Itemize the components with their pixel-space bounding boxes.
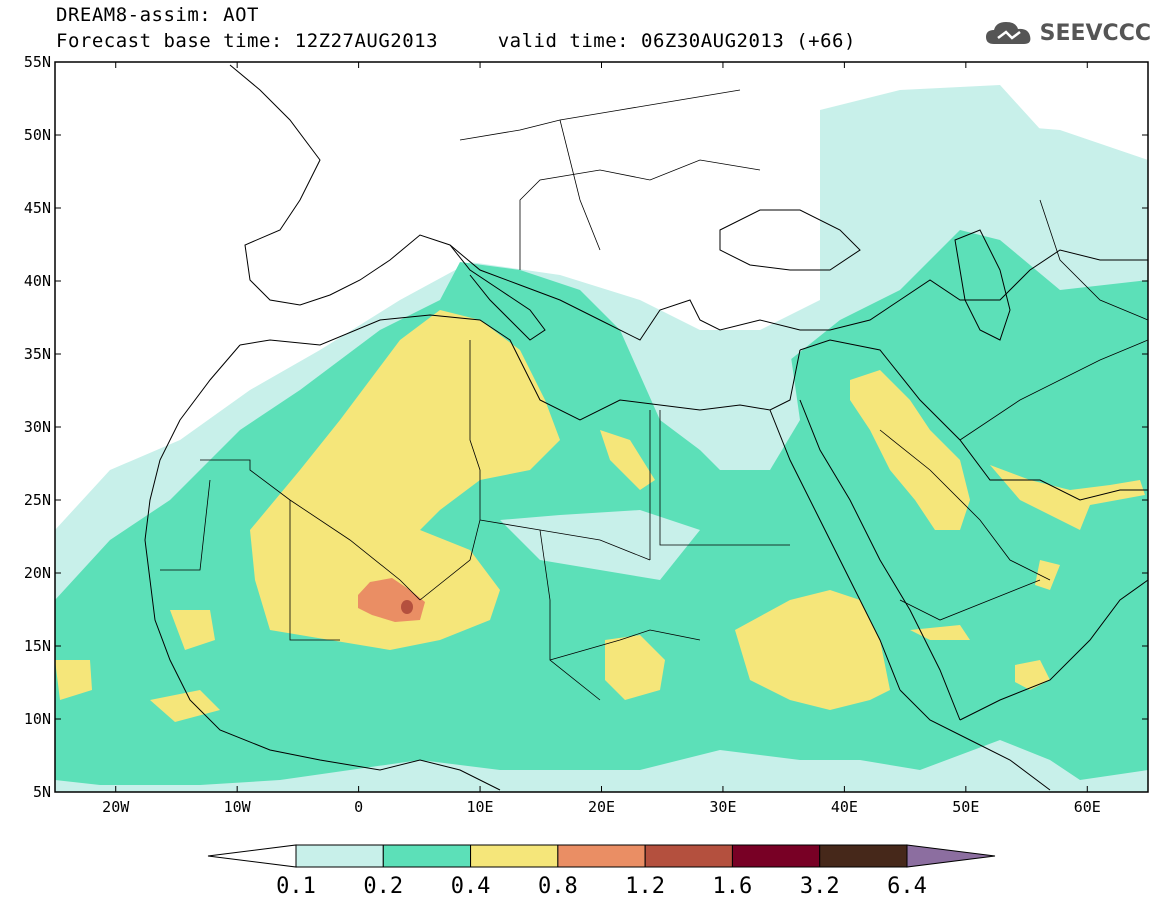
colorbar-box bbox=[382, 844, 472, 868]
aot-band-0.4-sardinia bbox=[408, 332, 440, 355]
longitude-axis: 20W 10W 0 10E 20E 30E 40E 50E 60E bbox=[102, 62, 1101, 816]
aot-band-0.4-sahara bbox=[250, 310, 560, 650]
colorbar: 0.1 0.2 0.4 0.8 1.2 1.6 3.2 6.4 bbox=[207, 844, 996, 899]
lon-tick-label: 0 bbox=[354, 798, 363, 816]
lon-tick-label: 10E bbox=[467, 798, 494, 816]
colorbar-high-arrow bbox=[906, 844, 996, 868]
aot-band-1.2-core bbox=[401, 600, 413, 614]
colorbar-box bbox=[557, 844, 646, 868]
latitude-axis: 55N 50N 45N 40N 35N 30N 25N 20N 15N 10N 5N bbox=[24, 53, 1148, 801]
colorbar-label: 0.1 bbox=[276, 874, 316, 899]
lon-tick-label: 10W bbox=[224, 798, 252, 816]
colorbar-box bbox=[644, 844, 733, 868]
colorbar-label: 6.4 bbox=[887, 874, 927, 899]
lat-tick-label: 35N bbox=[24, 345, 51, 363]
aot-band-0.4-arabia bbox=[850, 370, 970, 530]
colorbar-low-arrow bbox=[207, 844, 297, 868]
country-borders bbox=[160, 89, 1148, 701]
lat-tick-label: 15N bbox=[24, 637, 51, 655]
title-line-1: DREAM8-assim: AOT bbox=[56, 4, 259, 26]
colorbar-label: 3.2 bbox=[800, 874, 840, 899]
colorbar-box bbox=[295, 844, 384, 868]
lon-tick-label: 40E bbox=[831, 798, 858, 816]
lat-tick-label: 50N bbox=[24, 126, 51, 144]
aot-band-0.4-guinea bbox=[150, 690, 220, 722]
title-line-2: Forecast base time: 12Z27AUG2013 valid t… bbox=[56, 30, 856, 52]
colorbar-label: 0.2 bbox=[363, 874, 403, 899]
lat-tick-label: 55N bbox=[24, 53, 51, 71]
aot-band-0.4-gulf bbox=[990, 465, 1145, 530]
lat-tick-label: 10N bbox=[24, 710, 51, 728]
coastlines bbox=[144, 64, 1148, 791]
lon-tick-label: 30E bbox=[709, 798, 736, 816]
lat-tick-label: 45N bbox=[24, 199, 51, 217]
lon-tick-label: 60E bbox=[1074, 798, 1101, 816]
aot-band-0.4-west-coast bbox=[55, 660, 92, 700]
logo-text: SEEVCCC bbox=[1039, 20, 1151, 46]
aot-band-0.1-east-patch bbox=[820, 110, 1148, 250]
cloud-icon bbox=[985, 22, 1031, 44]
colorbar-box bbox=[731, 844, 821, 868]
lon-tick-label: 50E bbox=[952, 798, 979, 816]
lat-tick-label: 25N bbox=[24, 491, 51, 509]
lat-tick-label: 5N bbox=[33, 783, 51, 801]
aot-band-0.4-chad bbox=[605, 635, 665, 700]
colorbar-box bbox=[470, 844, 559, 868]
colorbar-label: 1.6 bbox=[713, 874, 753, 899]
aot-band-0.4-iran bbox=[1035, 560, 1060, 590]
aot-band-0.4-senegal bbox=[170, 610, 215, 650]
aot-shading bbox=[55, 85, 1148, 792]
aot-band-0.4-sudan bbox=[735, 590, 890, 710]
colorbar-label: 0.8 bbox=[538, 874, 578, 899]
colorbar-box bbox=[819, 844, 908, 868]
colorbar-label: 1.2 bbox=[625, 874, 665, 899]
aot-band-0.4-yemen bbox=[910, 625, 970, 640]
aot-band-0.2 bbox=[55, 230, 1148, 785]
aot-band-0.4-somalia bbox=[1015, 660, 1050, 690]
lat-tick-label: 40N bbox=[24, 272, 51, 290]
lon-tick-label: 20E bbox=[588, 798, 615, 816]
colorbar-label: 0.4 bbox=[451, 874, 491, 899]
lat-tick-label: 30N bbox=[24, 418, 51, 436]
seevccc-logo: SEEVCCC bbox=[984, 18, 1151, 48]
lat-tick-label: 20N bbox=[24, 564, 51, 582]
aot-band-0.4-libya bbox=[600, 430, 655, 490]
lon-tick-label: 20W bbox=[102, 798, 130, 816]
aot-band-0.2-egypt-gap bbox=[660, 335, 800, 470]
